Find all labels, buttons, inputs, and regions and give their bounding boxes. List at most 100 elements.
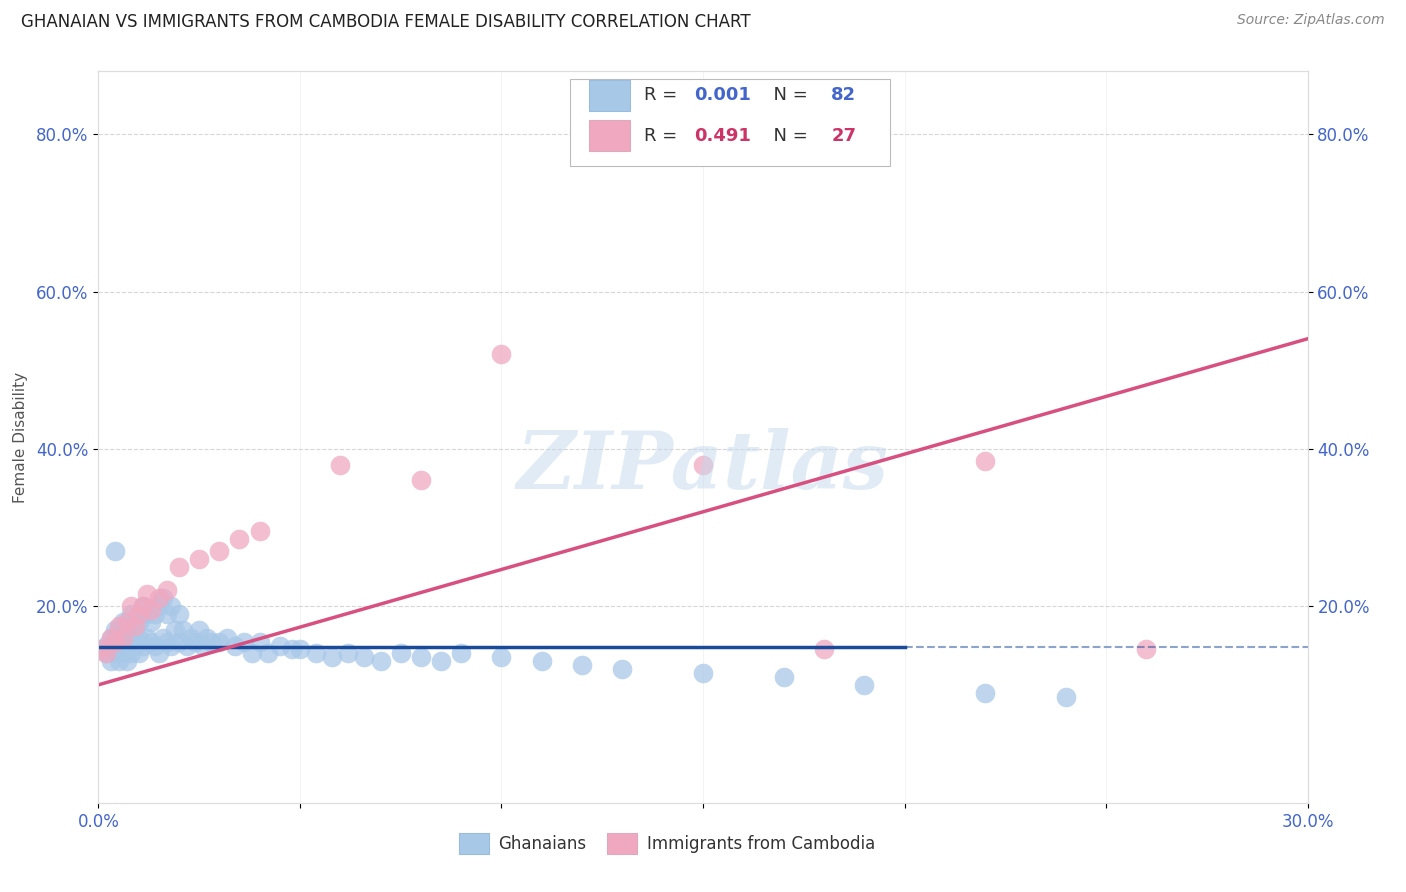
Point xyxy=(409,650,432,665)
Point xyxy=(103,639,125,653)
Point xyxy=(337,646,360,660)
Point xyxy=(389,646,412,660)
Text: Source: ZipAtlas.com: Source: ZipAtlas.com xyxy=(1237,13,1385,28)
Point xyxy=(974,686,997,700)
Point xyxy=(195,631,218,645)
Point xyxy=(96,646,118,660)
Point xyxy=(120,631,142,645)
Point xyxy=(115,654,138,668)
Point xyxy=(1135,642,1157,657)
Point xyxy=(288,642,311,657)
Point xyxy=(353,650,375,665)
Point xyxy=(143,607,166,621)
Point xyxy=(115,634,138,648)
Point xyxy=(269,639,291,653)
Y-axis label: Female Disability: Female Disability xyxy=(13,371,28,503)
Text: 82: 82 xyxy=(831,87,856,104)
Point xyxy=(120,599,142,614)
Point xyxy=(91,642,114,657)
Point xyxy=(135,607,157,621)
Point xyxy=(228,533,250,547)
Point xyxy=(180,631,202,645)
Point xyxy=(176,639,198,653)
Point xyxy=(143,639,166,653)
Point xyxy=(1054,690,1077,704)
Point xyxy=(103,634,125,648)
Point xyxy=(491,347,513,361)
Point xyxy=(148,599,170,614)
Point xyxy=(188,623,211,637)
Point xyxy=(329,458,352,472)
Point xyxy=(115,623,138,637)
Point xyxy=(430,654,453,668)
Point xyxy=(107,619,129,633)
Point xyxy=(692,666,714,681)
Point xyxy=(139,603,162,617)
Point xyxy=(135,631,157,645)
Point xyxy=(128,615,150,629)
Point xyxy=(111,615,134,629)
Text: 0.001: 0.001 xyxy=(695,87,751,104)
Point xyxy=(370,654,392,668)
Point xyxy=(132,599,155,614)
Point xyxy=(409,473,432,487)
Point xyxy=(156,634,179,648)
Point xyxy=(132,639,155,653)
Point xyxy=(107,639,129,653)
Point xyxy=(188,552,211,566)
Point xyxy=(107,642,129,657)
Point xyxy=(111,631,134,645)
Point xyxy=(107,654,129,668)
Point xyxy=(160,639,183,653)
Text: 0.491: 0.491 xyxy=(695,127,751,145)
Point xyxy=(813,642,835,657)
Point xyxy=(530,654,553,668)
Point xyxy=(232,634,254,648)
Point xyxy=(167,607,190,621)
Point xyxy=(612,662,634,676)
Text: N =: N = xyxy=(762,127,814,145)
Point xyxy=(172,623,194,637)
Point xyxy=(167,559,190,574)
Point xyxy=(103,646,125,660)
Point xyxy=(772,670,794,684)
Point xyxy=(103,623,125,637)
Point xyxy=(240,646,263,660)
Point xyxy=(167,634,190,648)
Point xyxy=(139,634,162,648)
Point xyxy=(100,631,122,645)
Text: GHANAIAN VS IMMIGRANTS FROM CAMBODIA FEMALE DISABILITY CORRELATION CHART: GHANAIAN VS IMMIGRANTS FROM CAMBODIA FEM… xyxy=(21,13,751,31)
Point xyxy=(160,599,183,614)
Text: R =: R = xyxy=(644,127,683,145)
Point xyxy=(139,615,162,629)
FancyBboxPatch shape xyxy=(569,78,890,167)
Legend: Ghanaians, Immigrants from Cambodia: Ghanaians, Immigrants from Cambodia xyxy=(451,827,882,860)
Point xyxy=(152,591,174,606)
Text: ZIPatlas: ZIPatlas xyxy=(517,427,889,505)
Point xyxy=(128,607,150,621)
Point xyxy=(156,583,179,598)
Point xyxy=(249,524,271,539)
Point xyxy=(249,634,271,648)
Point xyxy=(256,646,278,660)
FancyBboxPatch shape xyxy=(589,80,630,111)
Point xyxy=(96,646,118,660)
Point xyxy=(115,615,138,629)
Point xyxy=(974,453,997,467)
Point xyxy=(208,634,231,648)
Point xyxy=(853,678,876,692)
Point xyxy=(120,646,142,660)
Point xyxy=(128,631,150,645)
Point xyxy=(321,650,343,665)
Point xyxy=(152,631,174,645)
Point xyxy=(450,646,472,660)
Point xyxy=(208,544,231,558)
Point xyxy=(156,607,179,621)
Point xyxy=(200,634,222,648)
Point xyxy=(124,623,146,637)
Point xyxy=(124,639,146,653)
Point xyxy=(91,642,114,657)
Text: 27: 27 xyxy=(831,127,856,145)
Text: R =: R = xyxy=(644,87,683,104)
Point xyxy=(103,544,125,558)
